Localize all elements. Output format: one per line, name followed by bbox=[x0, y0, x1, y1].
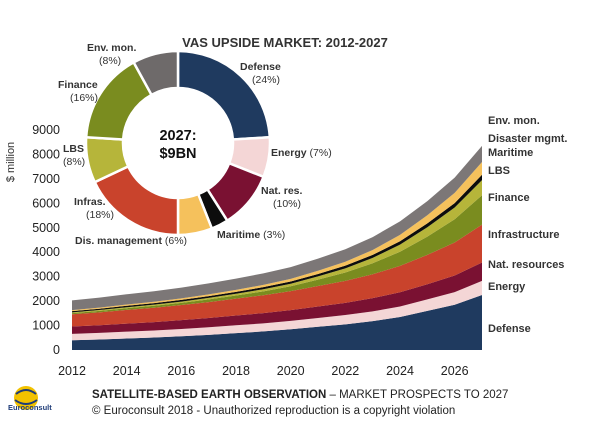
axes: 0 1000 2000 3000 4000 5000 6000 7000 8000 9000 201… bbox=[5, 123, 469, 378]
footer-title: SATELLITE-BASED EARTH OBSERVATION – MARK… bbox=[92, 389, 572, 401]
area-series-disaster-mgmt bbox=[72, 162, 482, 312]
footer-copyright: © Euroconsult 2018 - Unauthorized reprod… bbox=[92, 405, 456, 417]
donut-label-pct: (8%) bbox=[63, 156, 85, 168]
legend-label: Energy bbox=[488, 281, 526, 293]
y-tick-label: 2000 bbox=[32, 294, 60, 308]
donut-chart: 2027: $9BN Defense(24%) Energy (7%) Nat. res… bbox=[58, 42, 332, 247]
logo-text: Euroconsult bbox=[8, 403, 52, 412]
y-axis-label: $ million bbox=[5, 142, 17, 182]
area-series-nat-resources bbox=[72, 262, 482, 334]
legend-label: Finance bbox=[488, 192, 530, 204]
donut-label-pct: (8%) bbox=[99, 55, 121, 67]
donut-label-name: Nat. res. bbox=[261, 185, 303, 197]
donut-label-name: Defense bbox=[240, 61, 281, 73]
x-tick-label: 2016 bbox=[167, 364, 195, 378]
legend-label: Maritime bbox=[488, 147, 533, 159]
donut-slice-env-mon bbox=[131, 49, 180, 97]
x-tick-label: 2014 bbox=[113, 364, 141, 378]
area-series-env-mon bbox=[72, 145, 482, 311]
donut-label: Energy (7%) bbox=[271, 147, 332, 159]
y-tick-label: 3000 bbox=[32, 270, 60, 284]
donut-label-name: Env. mon. bbox=[87, 42, 136, 54]
area-series-lbs bbox=[72, 180, 482, 314]
y-tick-label: 6000 bbox=[32, 196, 60, 210]
y-tick-label: 5000 bbox=[32, 221, 60, 235]
legend-label: Env. mon. bbox=[488, 115, 540, 127]
legend-label: Infrastructure bbox=[488, 229, 560, 241]
area-series-maritime bbox=[72, 174, 482, 313]
x-tick-label: 2024 bbox=[386, 364, 414, 378]
y-tick-label: 4000 bbox=[32, 245, 60, 259]
donut-label-pct: (24%) bbox=[252, 74, 280, 86]
euroconsult-logo bbox=[14, 386, 38, 410]
x-tick-label: 2012 bbox=[58, 364, 86, 378]
legend-label: Disaster mgmt. bbox=[488, 133, 567, 145]
donut-center-value: $9BN bbox=[159, 146, 196, 162]
legend-label: Defense bbox=[488, 323, 531, 335]
footer-title-bold: SATELLITE-BASED EARTH OBSERVATION bbox=[92, 389, 327, 401]
legend-label: LBS bbox=[488, 165, 510, 177]
legend-label: Nat. resources bbox=[488, 259, 564, 271]
chart-title: VAS UPSIDE MARKET: 2012-2027 bbox=[182, 35, 388, 50]
y-tick-label: 8000 bbox=[32, 147, 60, 161]
donut-label-pct: (16%) bbox=[70, 92, 98, 104]
donut-label-pct: (10%) bbox=[273, 198, 301, 210]
area-series-energy bbox=[72, 280, 482, 341]
x-tick-label: 2026 bbox=[441, 364, 469, 378]
x-tick-label: 2020 bbox=[277, 364, 305, 378]
y-tick-label: 9000 bbox=[32, 123, 60, 137]
area-series-finance bbox=[72, 195, 482, 315]
x-tick-label: 2022 bbox=[331, 364, 359, 378]
area-series-defense bbox=[72, 295, 482, 350]
donut-label-name: LBS bbox=[63, 143, 84, 155]
x-tick-label: 2018 bbox=[222, 364, 250, 378]
donut-label: Dis. management (6%) bbox=[75, 235, 187, 247]
footer-title-rest: – MARKET PROSPECTS TO 2027 bbox=[326, 389, 509, 401]
donut-label: Maritime (3%) bbox=[217, 229, 285, 241]
area-series-infrastructure bbox=[72, 224, 482, 327]
area-legend: Defense Energy Nat. resources Infrastructur… bbox=[488, 115, 567, 335]
y-tick-label: 0 bbox=[53, 343, 60, 357]
donut-center-year: 2027: bbox=[159, 128, 196, 144]
donut-label-name: Finance bbox=[58, 79, 98, 91]
stacked-area-plot bbox=[72, 145, 482, 350]
y-tick-label: 1000 bbox=[32, 319, 60, 333]
donut-label-name: Infras. bbox=[74, 196, 106, 208]
donut-label-pct: (18%) bbox=[86, 209, 114, 221]
y-tick-label: 7000 bbox=[32, 172, 60, 186]
